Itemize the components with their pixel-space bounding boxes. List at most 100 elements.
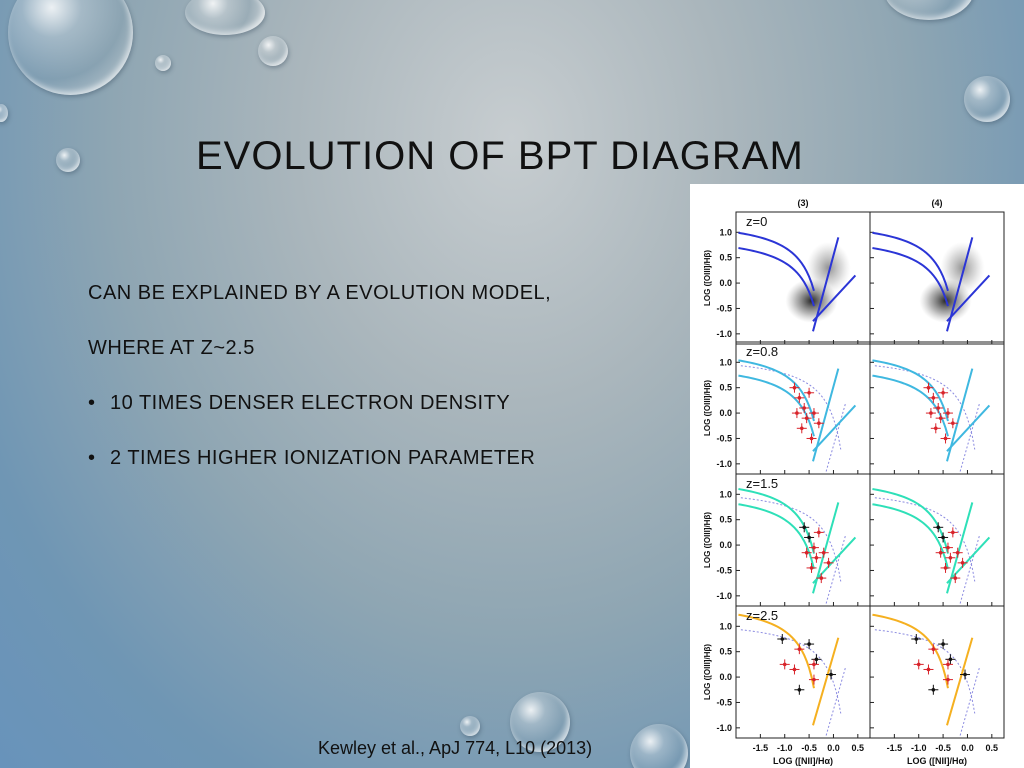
y-tick-label: -1.0 (716, 329, 732, 339)
x-tick-label: 0.5 (986, 743, 999, 753)
x-tick-label: 0.5 (852, 743, 865, 753)
classification-curve (738, 374, 815, 437)
bullet-text: 2 TIMES HIGHER IONIZATION PARAMETER (110, 447, 536, 469)
data-point (819, 576, 824, 580)
data-point (926, 385, 931, 390)
classification-curve (812, 536, 857, 584)
data-point (941, 642, 945, 646)
data-point (943, 436, 948, 441)
x-tick-label: -1.0 (911, 743, 927, 753)
x-tick-label: 0.0 (827, 743, 840, 753)
data-point (807, 535, 811, 540)
data-point (799, 426, 804, 431)
data-point (926, 667, 931, 672)
data-point (797, 687, 802, 692)
data-point (929, 411, 933, 415)
x-tick-label: -1.0 (777, 743, 793, 753)
classification-curve (872, 231, 949, 292)
classification-curve (946, 274, 991, 322)
citation: Kewley et al., ApJ 774, L10 (2013) (318, 738, 593, 758)
y-axis-label: LOG ([OIII]/Hβ) (703, 512, 712, 568)
data-point (812, 411, 816, 415)
data-point (948, 555, 953, 560)
data-point (953, 576, 958, 580)
data-point (812, 545, 816, 550)
data-point (936, 525, 941, 530)
y-tick-label: 0.0 (719, 672, 732, 682)
data-point (807, 642, 811, 646)
classification-curve (738, 231, 815, 292)
data-point (931, 647, 936, 651)
data-point (946, 545, 950, 550)
x-tick-label: -1.5 (887, 743, 903, 753)
classification-curve (738, 503, 815, 570)
data-point (941, 390, 945, 395)
data-point (826, 561, 831, 565)
bullet-icon: • (88, 392, 96, 414)
data-point (960, 561, 965, 565)
y-tick-label: 0.5 (719, 253, 732, 263)
bpt-figure-svg: (3) (4) z=0 1.0 0.5 0.0 -0.5 -1.0 LOG ([OIII]/Hβ… (703, 198, 1005, 766)
data-point (931, 687, 936, 692)
classification-curve (812, 274, 857, 322)
y-tick-label: 0.0 (719, 540, 732, 550)
dotted-reference-line (959, 666, 981, 736)
water-drop-decoration (258, 36, 288, 66)
y-tick-label: 0.5 (719, 647, 732, 657)
data-point (814, 657, 819, 662)
classification-curve (872, 488, 949, 554)
dotted-reference-line (740, 629, 842, 714)
bullet-item: • 10 TIMES DENSER ELECTRON DENSITY (88, 392, 510, 415)
galaxy-density-cloud (940, 241, 985, 294)
classification-curve (738, 488, 815, 554)
y-tick-label: -1.0 (716, 459, 732, 469)
data-point (941, 535, 945, 540)
dotted-reference-line (874, 365, 976, 450)
column-label: (3) (798, 198, 809, 208)
data-point (804, 416, 809, 420)
x-tick-label: 0.0 (961, 743, 974, 753)
water-drop-decoration (8, 0, 133, 95)
y-tick-label: -1.0 (716, 591, 732, 601)
y-tick-label: 0.0 (719, 408, 732, 418)
classification-curve (946, 536, 991, 584)
data-point (782, 662, 787, 667)
water-drop-decoration (0, 104, 8, 122)
y-tick-label: -1.0 (716, 723, 732, 733)
body-line: CAN BE EXPLAINED BY A EVOLUTION MODEL, (88, 282, 552, 304)
water-drop-decoration (884, 0, 974, 20)
data-point (792, 385, 797, 390)
data-point (821, 550, 826, 555)
panel-frame (735, 605, 871, 739)
redshift-label: z=2.5 (746, 608, 778, 623)
y-tick-label: -0.5 (716, 697, 732, 707)
classification-curve (812, 637, 840, 726)
dotted-reference-line (740, 365, 842, 450)
data-point (807, 390, 811, 395)
data-point (804, 550, 809, 555)
redshift-label: z=1.5 (746, 476, 778, 491)
y-tick-label: 1.0 (719, 489, 732, 499)
water-drop-decoration (56, 148, 80, 172)
classification-curve (946, 637, 974, 726)
column-label: (4) (932, 198, 943, 208)
data-point (946, 677, 950, 682)
data-point (809, 566, 814, 570)
data-point (951, 530, 955, 535)
y-tick-label: 1.0 (719, 357, 732, 367)
classification-curve (872, 359, 949, 422)
data-point (951, 421, 955, 426)
water-drop-decoration (185, 0, 265, 35)
water-drop-decoration (964, 76, 1010, 122)
data-point (936, 406, 941, 410)
bullet-text: 10 TIMES DENSER ELECTRON DENSITY (110, 392, 511, 414)
water-drop-decoration (155, 55, 171, 71)
dotted-reference-line (825, 666, 847, 736)
water-drop-decoration (510, 692, 570, 752)
data-point (933, 426, 938, 431)
data-point (943, 566, 948, 570)
data-point (829, 672, 833, 677)
data-point (948, 657, 953, 662)
panel-frame (869, 605, 1005, 739)
